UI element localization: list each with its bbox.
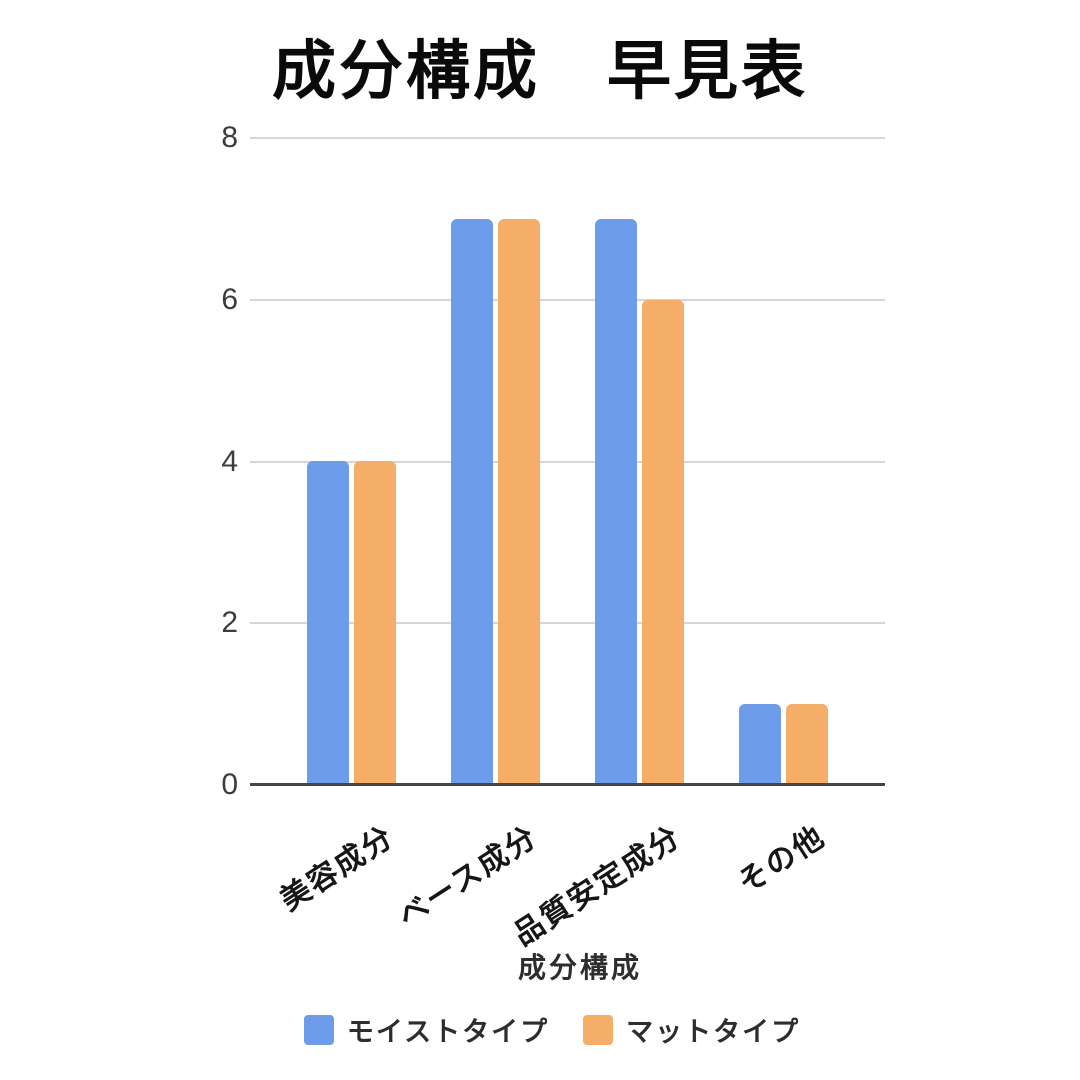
chart-title: 成分構成 早見表: [272, 36, 808, 107]
y-tick-label-2: 2: [221, 606, 238, 640]
legend-item: マットタイプ: [583, 1010, 800, 1049]
x-tick-label: その他: [732, 820, 832, 900]
bar-マットタイプ: [785, 704, 828, 785]
bar-group: [738, 138, 828, 785]
gridline-4: [250, 460, 885, 463]
y-tick-label-8: 8: [221, 121, 238, 154]
bar-group: [451, 138, 541, 785]
legend-label: モイストタイプ: [346, 1017, 550, 1047]
legend-label: マットタイプ: [626, 1017, 801, 1047]
y-tick-label-0: 0: [221, 768, 238, 801]
bar-モイストタイプ: [594, 219, 637, 785]
legend-item: モイストタイプ: [303, 1010, 550, 1049]
bar-モイストタイプ: [451, 219, 494, 785]
x-axis-title: 成分構成: [517, 952, 642, 983]
bar-モイストタイプ: [738, 704, 781, 785]
y-tick-label-6: 6: [221, 282, 238, 316]
x-axis-line: [250, 783, 885, 786]
bar-group: [594, 138, 684, 785]
plot-area: [250, 137, 885, 786]
bar-group: [307, 138, 397, 785]
bar-モイストタイプ: [307, 461, 350, 785]
legend-swatch: [583, 1014, 614, 1045]
bar-マットタイプ: [641, 300, 684, 785]
gridline-6: [250, 298, 885, 301]
x-tick-label: 美容成分: [274, 820, 400, 918]
bar-マットタイプ: [354, 461, 397, 785]
y-tick-label-4: 4: [221, 444, 238, 478]
legend: モイストタイプ マットタイプ: [24, 1010, 1080, 1049]
bar-マットタイプ: [498, 219, 541, 785]
gridline-2: [250, 622, 885, 625]
gridline-8: [250, 137, 885, 139]
legend-swatch: [303, 1014, 334, 1045]
